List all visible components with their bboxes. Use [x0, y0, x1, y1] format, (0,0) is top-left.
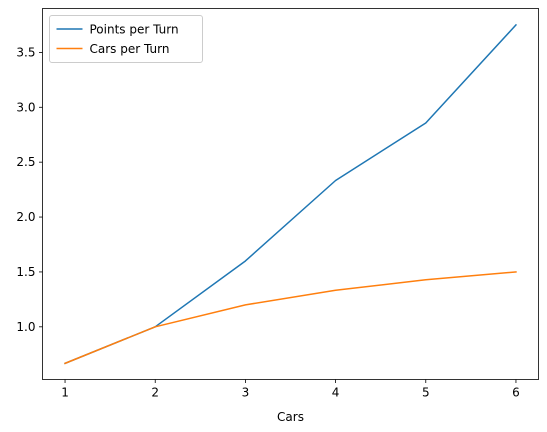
y-tick-label: 2.0 [16, 210, 35, 224]
x-axis-ticks: 1 2 3 4 5 6 [61, 379, 520, 400]
series-line-1 [64, 271, 517, 365]
legend-box [49, 15, 203, 63]
y-tick-label: 1.5 [16, 265, 35, 279]
x-tick-label: 1 [61, 386, 69, 400]
x-tick-label: 6 [512, 386, 520, 400]
legend-entry-label: Points per Turn [90, 23, 179, 37]
y-tick-label: 3.5 [16, 45, 35, 59]
series-line-0 [64, 23, 518, 365]
x-axis-label: Cars [277, 410, 304, 424]
axes-frame [42, 8, 539, 380]
series-layer [64, 23, 518, 365]
x-tick-label: 3 [242, 386, 250, 400]
y-tick-label: 2.5 [16, 155, 35, 169]
x-tick-label: 4 [332, 386, 340, 400]
x-tick-label: 5 [422, 386, 430, 400]
legend-entry-label: Cars per Turn [90, 42, 170, 56]
legend: Points per Turn Cars per Turn [49, 15, 203, 63]
y-tick-label: 3.0 [16, 100, 35, 114]
y-tick-label: 1.0 [16, 320, 35, 334]
y-axis-ticks: 1.0 1.5 2.0 2.5 3.0 3.5 [16, 45, 43, 334]
x-tick-label: 2 [151, 386, 159, 400]
